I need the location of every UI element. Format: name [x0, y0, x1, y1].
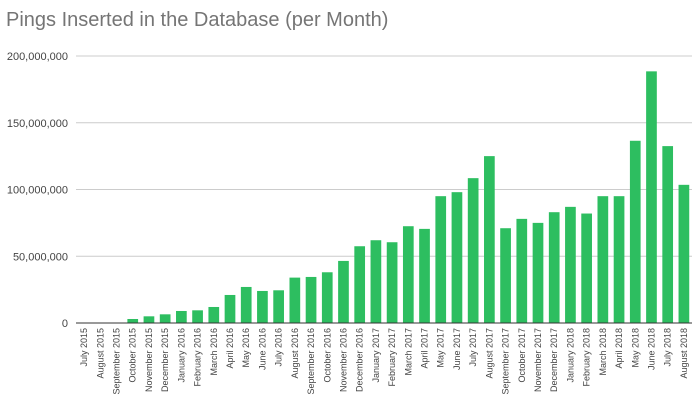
y-tick-label: 200,000,000: [7, 51, 68, 63]
x-tick-label: April 2017: [420, 328, 430, 369]
bar: [176, 310, 187, 323]
bar: [127, 318, 139, 323]
bar: [305, 276, 317, 323]
chart-title: Pings Inserted in the Database (per Mont…: [6, 9, 389, 31]
x-tick-label: July 2015: [79, 328, 89, 367]
x-tick-label: July 2018: [663, 328, 673, 367]
x-tick-label: May 2016: [241, 328, 251, 368]
x-tick-label: September 2016: [306, 328, 316, 395]
x-axis-tick-labels: July 2015 August 2015 September 2015 Octobe…: [79, 328, 689, 395]
bar: [224, 294, 236, 323]
y-tick-label: 50,000,000: [13, 251, 68, 263]
bar: [516, 218, 528, 323]
x-tick-label: April 2016: [225, 328, 235, 369]
x-tick-label: March 2018: [598, 328, 608, 376]
x-tick-label: December 2016: [355, 328, 365, 392]
bar: [565, 206, 576, 323]
x-tick-label: June 2017: [452, 328, 462, 370]
bar: [532, 222, 544, 323]
y-tick-label: 100,000,000: [7, 185, 68, 197]
bar: [419, 228, 430, 323]
x-tick-label: November 2017: [533, 328, 543, 392]
bar: [338, 260, 349, 323]
bar: [386, 242, 398, 323]
bar: [273, 290, 284, 323]
x-tick-label: February 2018: [582, 328, 592, 387]
bar: [208, 306, 220, 323]
bar: [629, 140, 641, 323]
bar: [581, 213, 592, 323]
x-tick-label: January 2017: [371, 328, 381, 383]
x-tick-label: August 2017: [484, 328, 494, 379]
bar: [402, 226, 414, 323]
bar: [354, 246, 366, 323]
bar: [257, 290, 268, 323]
x-tick-label: November 2015: [144, 328, 154, 392]
y-axis-tick-labels: 0 50,000,000 100,000,000 150,000,000 200,000…: [7, 51, 68, 330]
x-tick-label: June 2018: [646, 328, 656, 370]
x-tick-label: May 2018: [630, 328, 640, 368]
x-tick-label: February 2017: [387, 328, 397, 387]
bar: [662, 146, 674, 323]
bar: [289, 277, 301, 323]
x-tick-label: March 2017: [403, 328, 413, 376]
bar: [192, 310, 203, 323]
bar: [678, 184, 690, 323]
bar: [613, 196, 625, 323]
x-tick-label: October 2016: [322, 328, 332, 383]
x-tick-label: March 2016: [209, 328, 219, 376]
x-tick-label: August 2018: [679, 328, 689, 379]
bar: [240, 286, 252, 323]
bar: [370, 240, 382, 323]
x-tick-label: September 2015: [112, 328, 122, 395]
bar: [597, 196, 609, 323]
x-tick-label: September 2017: [501, 328, 511, 395]
bars: [127, 71, 690, 323]
x-tick-label: February 2016: [193, 328, 203, 387]
bar: [548, 212, 560, 323]
x-tick-label: December 2017: [549, 328, 559, 392]
bar: [143, 316, 155, 323]
bar: [484, 156, 495, 323]
x-tick-label: August 2015: [95, 328, 105, 379]
x-tick-label: April 2018: [614, 328, 624, 369]
x-tick-label: August 2016: [290, 328, 300, 379]
bar: [435, 196, 447, 323]
x-tick-label: January 2016: [176, 328, 186, 383]
y-tick-label: 0: [62, 318, 68, 330]
bar: [467, 178, 479, 323]
bar: [500, 228, 511, 323]
x-tick-label: June 2016: [257, 328, 267, 370]
x-tick-label: January 2018: [565, 328, 575, 383]
bar: [159, 314, 171, 323]
x-tick-label: October 2017: [517, 328, 527, 383]
x-tick-label: July 2017: [468, 328, 478, 367]
x-tick-label: May 2017: [436, 328, 446, 368]
bar: [646, 71, 657, 323]
x-tick-label: July 2016: [274, 328, 284, 367]
bar: [451, 192, 463, 323]
x-tick-label: December 2015: [160, 328, 170, 392]
x-tick-label: October 2015: [128, 328, 138, 383]
bar: [321, 272, 333, 323]
y-tick-label: 150,000,000: [7, 118, 68, 130]
x-tick-label: November 2016: [338, 328, 348, 392]
